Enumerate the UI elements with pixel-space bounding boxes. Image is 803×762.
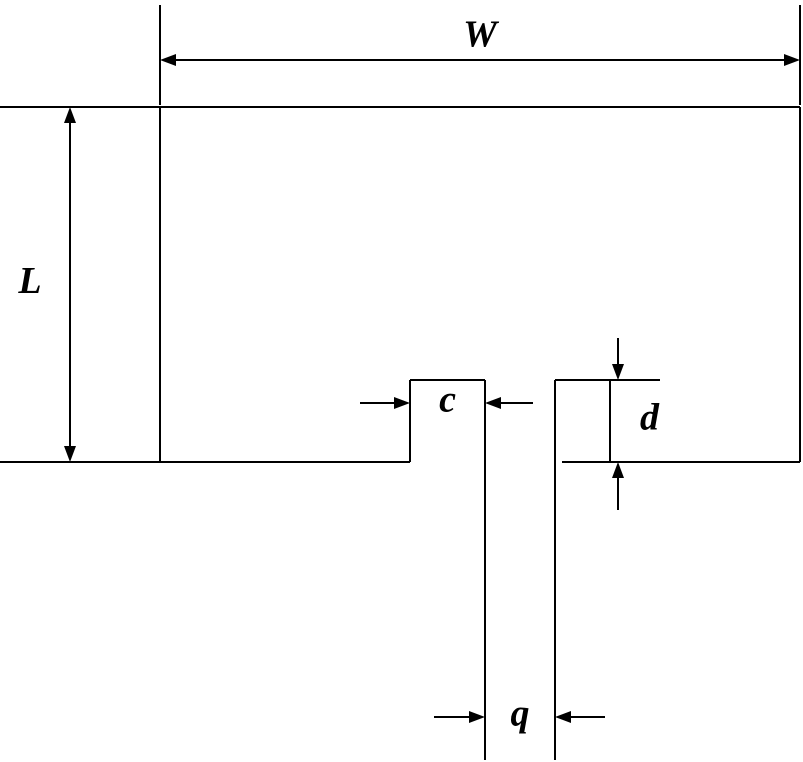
dimension-label-W: W <box>463 14 500 56</box>
dimension-label-q: q <box>511 693 530 735</box>
dimension-label-L: L <box>17 260 41 302</box>
dimension-label-d: d <box>640 397 660 439</box>
dimension-label-c: c <box>439 379 456 421</box>
antenna-geometry-diagram: W Lc d q <box>0 0 803 762</box>
